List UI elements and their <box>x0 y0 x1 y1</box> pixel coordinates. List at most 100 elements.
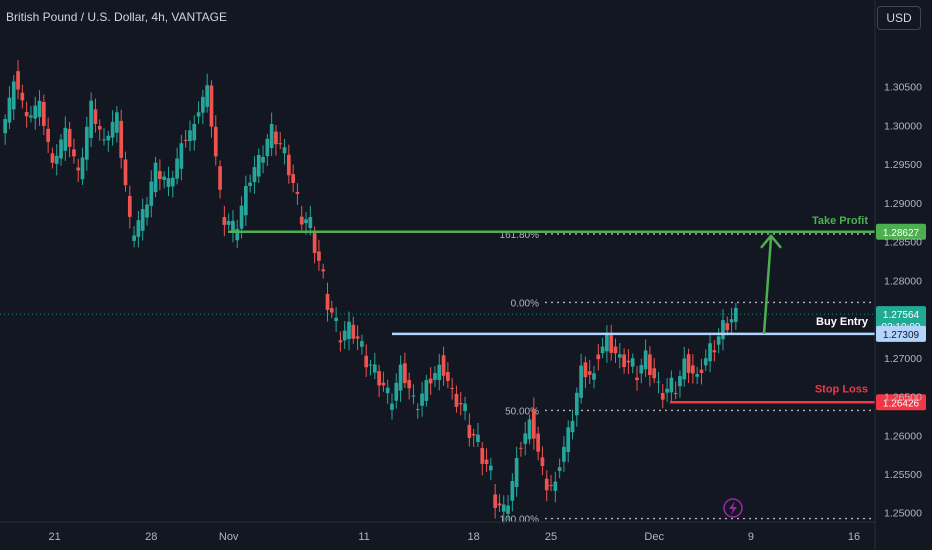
candle-body <box>158 171 162 179</box>
candle-body <box>501 504 506 512</box>
candle-body <box>557 467 562 471</box>
candle-body <box>16 71 20 90</box>
target-arrow-head <box>760 233 782 249</box>
candle-body <box>493 494 497 508</box>
candle-body <box>20 92 25 101</box>
stop-loss-price-tag: 1.26426 <box>883 398 920 409</box>
price-tick-label: 1.28000 <box>884 275 922 287</box>
candle-body <box>398 364 403 391</box>
candle-body <box>218 166 222 190</box>
candle-body <box>648 354 652 376</box>
candle-body <box>480 448 485 464</box>
stop-loss-label: Stop Loss <box>815 383 868 395</box>
stop-loss-price-tag-bg <box>876 394 926 411</box>
candle-body <box>364 355 369 368</box>
time-tick-label: Nov <box>219 531 239 543</box>
candle-body <box>80 157 85 180</box>
candle-body <box>381 382 386 386</box>
time-tick-label: 11 <box>358 531 369 543</box>
candle-body <box>729 319 734 323</box>
candle-body <box>205 85 210 107</box>
candle-body <box>312 232 317 254</box>
candle-body <box>239 205 244 229</box>
candle-body <box>531 409 536 439</box>
currency-button[interactable]: USD <box>877 6 921 30</box>
candle-body <box>630 358 635 367</box>
price-tick-label: 1.30500 <box>884 82 922 94</box>
candle-body <box>514 458 519 488</box>
candle-body <box>544 478 549 491</box>
candle-body <box>708 343 712 362</box>
candle-body <box>394 382 399 401</box>
candle-body <box>682 358 687 380</box>
price-tick-label: 1.28500 <box>884 237 922 249</box>
candle-body <box>209 85 214 127</box>
price-tick-label: 1.25500 <box>884 469 922 481</box>
candle-body <box>433 373 437 380</box>
price-axis[interactable]: 1.30500 1.30000 1.29500 1.29000 1.28500 1.280… <box>874 0 922 550</box>
candle-body <box>226 221 231 225</box>
candle-body <box>24 111 29 117</box>
fib-lines-layer: 161.80% 0.00% 50.00% 100.00% <box>500 230 872 526</box>
time-tick-label: 21 <box>48 531 60 543</box>
candle-body <box>454 393 459 407</box>
drawings-layer <box>0 230 875 404</box>
candle-body <box>583 362 588 378</box>
candle-body <box>136 220 141 237</box>
candle-body <box>222 217 227 225</box>
candle-body <box>609 335 614 353</box>
time-axis[interactable]: 21 28 Nov 11 18 25 Dec 9 16 <box>0 521 875 543</box>
candle-body <box>377 371 381 386</box>
candle-body <box>308 217 313 229</box>
price-tick-label: 1.29500 <box>884 159 922 171</box>
candle-body <box>127 195 132 217</box>
candle-body <box>699 369 704 373</box>
candle-body <box>652 368 657 379</box>
candle-body <box>59 139 63 159</box>
candle-body <box>678 375 682 387</box>
candle-body <box>540 457 545 466</box>
candle-body <box>471 433 476 436</box>
candle-body <box>192 123 197 141</box>
take-profit-price-tag: 1.28627 <box>883 228 920 239</box>
candle-body <box>390 403 394 410</box>
candle-body <box>256 155 261 177</box>
candle-body <box>188 130 192 142</box>
candle-body <box>213 126 218 157</box>
price-tick-label: 1.29000 <box>884 198 922 210</box>
candle-body <box>295 191 300 194</box>
candle-body <box>33 105 38 119</box>
candle-body <box>463 403 467 412</box>
price-tick-label: 1.26000 <box>884 430 922 442</box>
candle-body <box>553 481 558 491</box>
candle-body <box>415 409 420 411</box>
candle-body <box>342 330 347 341</box>
candle-body <box>162 176 167 180</box>
candle-body <box>351 324 356 339</box>
candle-body <box>153 162 158 193</box>
candle-body <box>231 220 235 231</box>
candle-body <box>519 447 523 449</box>
candle-body <box>579 365 583 398</box>
candle-body <box>110 121 115 138</box>
candle-body <box>248 182 252 186</box>
candle-body <box>446 372 450 381</box>
candle-body <box>411 395 416 397</box>
candle-body <box>123 159 128 186</box>
candle-body <box>527 419 532 440</box>
candle-body <box>467 424 472 438</box>
candle-body <box>549 485 553 487</box>
candle-body <box>291 174 295 183</box>
candle-body <box>265 138 270 157</box>
candle-body <box>325 293 330 310</box>
candle-body <box>695 374 700 377</box>
candle-body <box>132 235 136 241</box>
candle-body <box>570 420 575 433</box>
candle-body <box>115 112 119 133</box>
candle-body <box>37 100 42 118</box>
candle-body <box>338 340 343 343</box>
candle-body <box>587 371 592 375</box>
candle-body <box>196 112 201 117</box>
candle-body <box>244 185 248 216</box>
